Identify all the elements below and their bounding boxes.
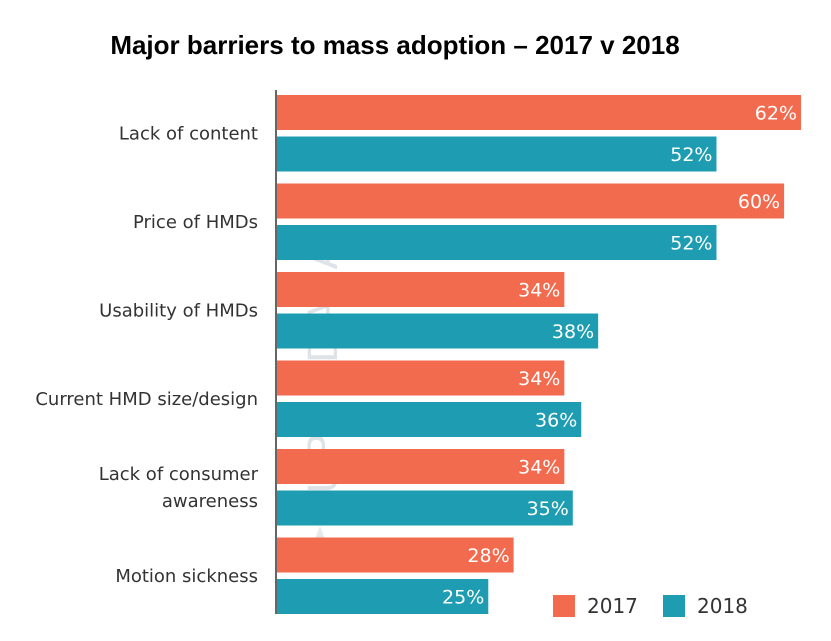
bar-2017-1 (277, 183, 785, 219)
bar-2018-0 (277, 136, 717, 172)
chart-title: Major barriers to mass adoption – 2017 v… (110, 30, 680, 60)
value-label-2018-2: 38% (552, 321, 594, 343)
bar-2017-0 (277, 95, 801, 130)
value-label-2017-1: 60% (738, 191, 780, 213)
value-label-2018-5: 25% (442, 587, 484, 609)
bar-2017-3 (277, 360, 565, 396)
value-label-2017-3: 34% (518, 368, 560, 390)
category-label-2: Usability of HMDs (99, 300, 258, 321)
bar-2018-5 (277, 579, 489, 614)
category-label-5: Motion sickness (115, 566, 258, 587)
bar-2018-4 (277, 490, 573, 526)
value-label-2017-2: 34% (518, 280, 560, 302)
bar-2017-2 (277, 272, 565, 307)
bar-2017-4 (277, 449, 565, 484)
legend-swatch-2018 (663, 595, 685, 617)
value-label-2017-5: 28% (467, 545, 509, 567)
legend-label-2018: 2018 (697, 594, 748, 618)
legend-label-2017: 2017 (587, 594, 638, 618)
category-label-0: Lack of content (119, 123, 258, 144)
value-label-2018-0: 52% (670, 144, 712, 166)
bar-2018-1 (277, 225, 717, 260)
category-label-3: Current HMD size/design (35, 389, 258, 410)
category-label-1: Price of HMDs (133, 212, 258, 233)
category-label-4-line-1: awareness (162, 491, 258, 512)
value-label-2017-4: 34% (518, 457, 560, 479)
category-label-4-line-0: Lack of consumer (99, 464, 259, 485)
value-label-2017-0: 62% (755, 103, 797, 125)
bar-2017-5 (277, 537, 514, 573)
legend: 2017 2018 (553, 594, 748, 618)
bar-2018-3 (277, 402, 582, 437)
value-label-2018-3: 36% (535, 410, 577, 432)
value-label-2018-4: 35% (527, 498, 569, 520)
value-label-2018-1: 52% (670, 233, 712, 255)
legend-swatch-2017 (553, 595, 575, 617)
bar-2018-2 (277, 313, 599, 349)
